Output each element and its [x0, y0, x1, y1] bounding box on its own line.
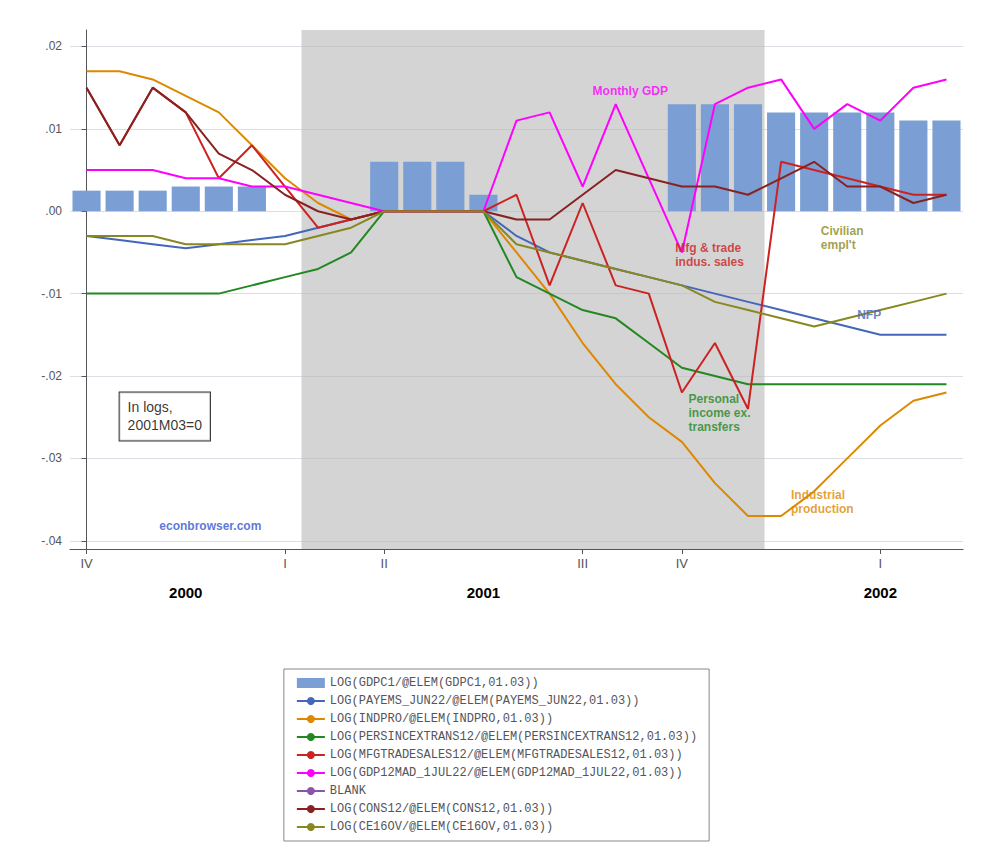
svg-text:III: III [577, 556, 588, 571]
svg-text:-.03: -.03 [41, 451, 62, 465]
svg-text:Personal: Personal [688, 392, 739, 406]
svg-text:-.04: -.04 [41, 534, 62, 548]
svg-text:LOG(CE16OV/@ELEM(CE16OV,01.03): LOG(CE16OV/@ELEM(CE16OV,01.03)) [330, 820, 553, 834]
svg-text:production: production [791, 502, 854, 516]
svg-text:BLANK: BLANK [330, 784, 367, 798]
svg-text:empl't: empl't [821, 238, 856, 252]
svg-text:I: I [879, 556, 883, 571]
svg-text:II: II [381, 556, 388, 571]
svg-text:.00: .00 [45, 204, 62, 218]
svg-text:.02: .02 [45, 39, 62, 53]
svg-text:transfers: transfers [688, 420, 740, 434]
svg-text:LOG(GDPC1/@ELEM(GDPC1,01.03)): LOG(GDPC1/@ELEM(GDPC1,01.03)) [330, 676, 539, 690]
svg-text:Civilian: Civilian [821, 224, 864, 238]
svg-text:indus. sales: indus. sales [675, 255, 744, 269]
svg-text:2001M03=0: 2001M03=0 [128, 417, 203, 433]
svg-text:LOG(GDP12MAD_1JUL22/@ELEM(GDP1: LOG(GDP12MAD_1JUL22/@ELEM(GDP12MAD_1JUL2… [330, 766, 683, 780]
svg-text:income ex.: income ex. [688, 406, 750, 420]
svg-text:IV: IV [676, 556, 689, 571]
svg-text:LOG(INDPRO/@ELEM(INDPRO,01.03): LOG(INDPRO/@ELEM(INDPRO,01.03)) [330, 712, 553, 726]
svg-text:.01: .01 [45, 122, 62, 136]
svg-text:econbrowser.com: econbrowser.com [159, 519, 261, 533]
svg-text:IV: IV [80, 556, 93, 571]
svg-text:I: I [283, 556, 287, 571]
svg-text:LOG(PAYEMS_JUN22/@ELEM(PAYEMS_: LOG(PAYEMS_JUN22/@ELEM(PAYEMS_JUN22,01.0… [330, 694, 640, 708]
svg-text:NFP: NFP [857, 308, 881, 322]
svg-text:Mfg & trade: Mfg & trade [675, 241, 741, 255]
svg-text:-.01: -.01 [41, 287, 62, 301]
svg-text:2002: 2002 [864, 584, 897, 601]
svg-text:LOG(CONS12/@ELEM(CONS12,01.03): LOG(CONS12/@ELEM(CONS12,01.03)) [330, 802, 553, 816]
svg-text:2000: 2000 [169, 584, 202, 601]
svg-text:LOG(PERSINCEXTRANS12/@ELEM(PER: LOG(PERSINCEXTRANS12/@ELEM(PERSINCEXTRAN… [330, 730, 697, 744]
svg-text:2001: 2001 [467, 584, 500, 601]
svg-text:Monthly GDP: Monthly GDP [593, 84, 668, 98]
svg-text:-.02: -.02 [41, 369, 62, 383]
svg-text:Industrial: Industrial [791, 488, 845, 502]
svg-text:In logs,: In logs, [128, 399, 173, 415]
svg-text:LOG(MFGTRADESALES12/@ELEM(MFGT: LOG(MFGTRADESALES12/@ELEM(MFGTRADESALES1… [330, 748, 683, 762]
